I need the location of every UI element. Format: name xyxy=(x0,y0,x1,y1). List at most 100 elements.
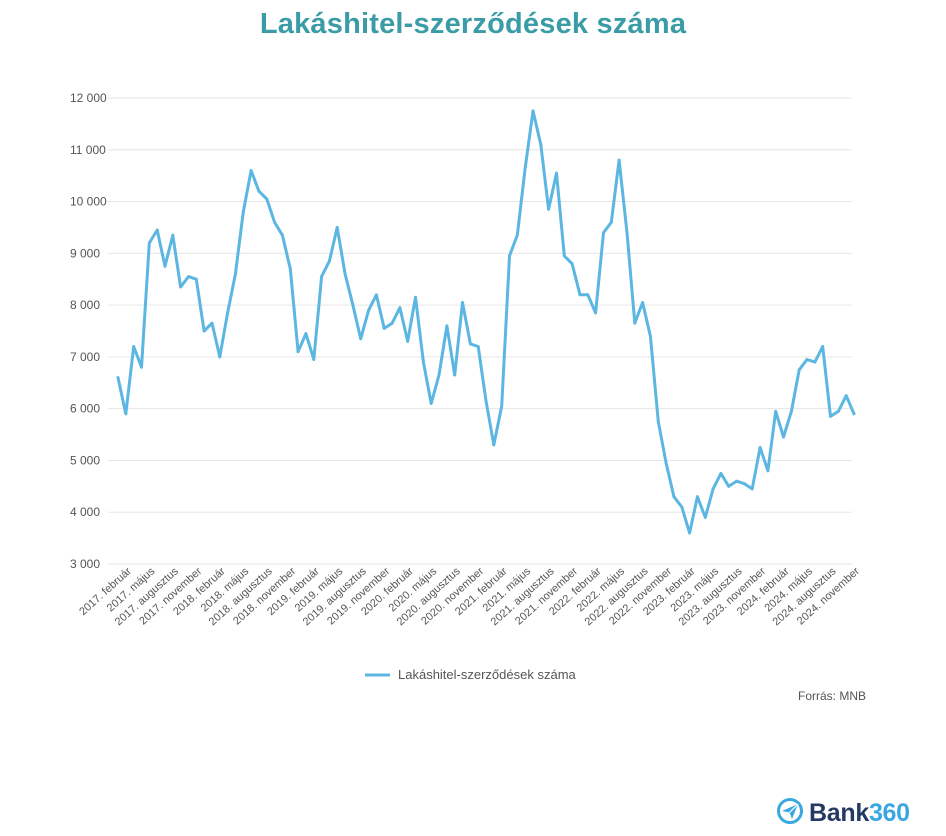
data-point xyxy=(508,254,511,258)
data-point xyxy=(445,324,449,328)
y-tick-label: 10 000 xyxy=(70,195,107,209)
data-point xyxy=(821,345,825,348)
y-tick-label: 6 000 xyxy=(70,402,100,416)
data-point xyxy=(750,487,754,491)
data-point xyxy=(367,308,370,312)
data-point xyxy=(218,355,222,359)
data-point xyxy=(179,285,183,289)
data-point xyxy=(359,337,363,341)
data-point xyxy=(226,311,230,315)
data-point xyxy=(116,376,120,379)
data-point xyxy=(633,321,637,325)
data-point xyxy=(273,220,276,224)
data-point xyxy=(124,412,128,416)
data-point xyxy=(390,321,394,325)
data-point xyxy=(555,171,558,175)
data-point xyxy=(194,277,198,281)
data-point xyxy=(234,272,237,276)
legend: Lakáshitel-szerződések száma xyxy=(365,667,577,682)
y-tick-label: 11 000 xyxy=(70,143,106,157)
data-point xyxy=(132,345,136,348)
data-point xyxy=(147,241,151,245)
data-point xyxy=(547,207,550,211)
data-point xyxy=(422,360,425,364)
data-point xyxy=(790,409,793,413)
data-point xyxy=(844,394,848,398)
data-point xyxy=(155,228,159,232)
data-point xyxy=(609,220,613,224)
data-point xyxy=(837,409,840,413)
data-point xyxy=(202,329,206,333)
brand-logo[interactable]: Bank360 xyxy=(776,797,910,830)
data-point xyxy=(469,342,472,346)
data-point xyxy=(281,233,284,237)
data-point xyxy=(852,412,856,416)
data-point xyxy=(727,484,731,488)
data-point xyxy=(743,482,746,486)
data-point xyxy=(453,373,457,377)
source-note: Forrás: MNB xyxy=(797,689,866,703)
data-point xyxy=(680,505,684,509)
series-group xyxy=(116,109,856,535)
data-point xyxy=(703,516,707,519)
data-point xyxy=(656,420,660,423)
data-point xyxy=(304,332,308,335)
data-point xyxy=(140,365,143,369)
data-point xyxy=(429,402,433,405)
data-point xyxy=(492,443,496,447)
data-point xyxy=(539,143,543,147)
data-point xyxy=(531,109,535,113)
legend-label: Lakáshitel-szerződések száma xyxy=(398,667,577,682)
data-point xyxy=(515,233,519,237)
data-point xyxy=(562,254,566,258)
grid-lines xyxy=(108,97,852,565)
data-point xyxy=(523,166,527,170)
data-point xyxy=(672,495,676,499)
data-point xyxy=(257,189,261,193)
data-point xyxy=(476,345,480,348)
series-line xyxy=(116,109,856,535)
data-point xyxy=(570,262,574,266)
data-point xyxy=(265,197,269,201)
data-point xyxy=(758,446,762,449)
data-point xyxy=(414,295,417,299)
data-point xyxy=(312,358,316,361)
data-point xyxy=(649,334,652,338)
data-point xyxy=(719,472,723,475)
data-point xyxy=(766,469,770,473)
data-point xyxy=(398,306,402,310)
data-point xyxy=(602,231,605,235)
data-point xyxy=(696,495,699,499)
data-point xyxy=(586,293,590,297)
data-point xyxy=(797,368,801,372)
data-point xyxy=(171,233,175,237)
data-point xyxy=(805,358,809,361)
data-point xyxy=(351,303,355,307)
data-point xyxy=(594,311,597,315)
data-point xyxy=(296,350,300,354)
data-point xyxy=(375,293,378,297)
y-tick-label: 12 000 xyxy=(70,91,107,105)
y-tick-label: 9 000 xyxy=(70,246,100,260)
data-point xyxy=(484,399,488,403)
data-point xyxy=(249,169,253,172)
data-point xyxy=(617,158,621,162)
data-point xyxy=(406,340,410,343)
y-tick-label: 3 000 xyxy=(70,557,100,571)
data-point xyxy=(578,293,582,297)
data-point xyxy=(288,267,292,271)
data-point xyxy=(500,404,504,408)
data-point xyxy=(829,415,832,418)
y-tick-label: 5 000 xyxy=(70,453,100,467)
chart-title: Lakáshitel-szerződések száma xyxy=(259,8,687,40)
data-point xyxy=(320,275,323,278)
data-point xyxy=(813,360,817,364)
data-point xyxy=(774,409,778,413)
data-point xyxy=(625,231,629,235)
data-point xyxy=(461,301,464,304)
data-point xyxy=(688,531,691,535)
data-point xyxy=(664,461,668,465)
y-tick-label: 4 000 xyxy=(70,505,100,519)
